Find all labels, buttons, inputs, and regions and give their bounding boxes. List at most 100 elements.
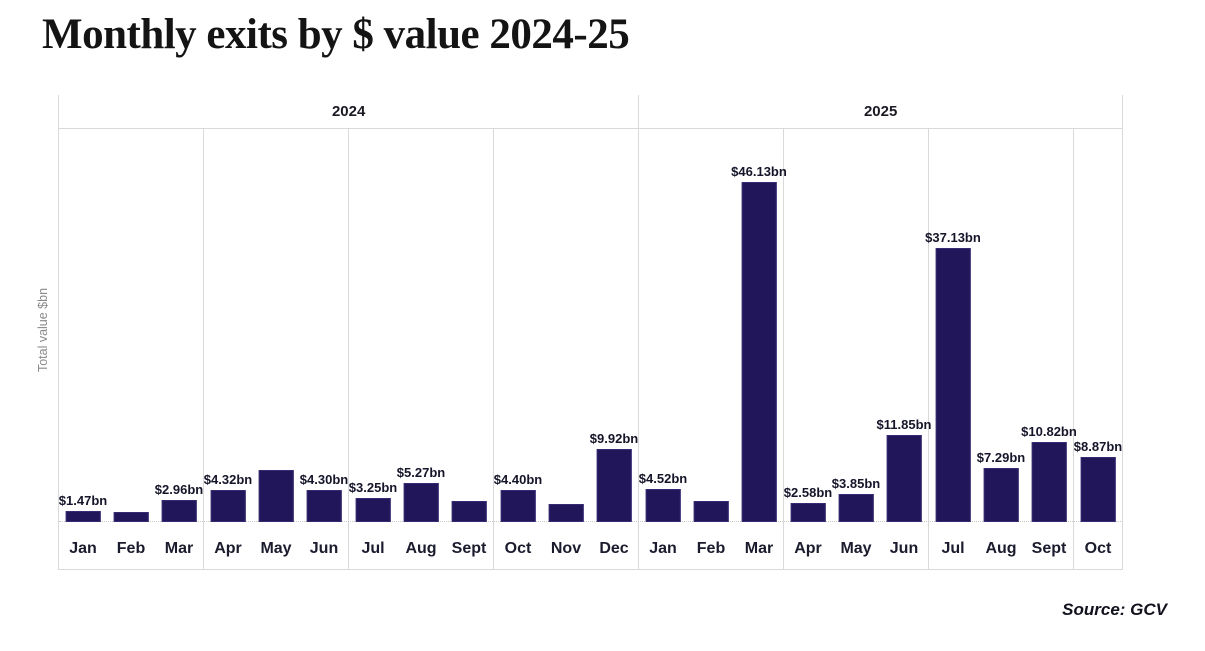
month-label-Feb-2025: Feb [696,539,726,557]
bar-slot-Sept-2024 [445,129,493,528]
month-label-May-2024: May [260,539,292,557]
bar-slot-Jun-2024: $4.30bn [300,129,348,528]
quarter-month-group: Jan Feb Mar [639,528,784,569]
month-label-Mar-2025: Mar [744,539,774,557]
bar-Feb-2024 [113,512,149,522]
quarter-group: $3.25bn $5.27bn [349,129,494,528]
bar-slot-Mar-2024: $2.96bn [155,129,203,528]
bar-May-2024 [258,470,294,522]
quarter-group: $4.32bn $4.30bn [204,129,349,528]
month-label-Jun-2024: Jun [309,539,339,557]
bar-value-label: $9.92bn [589,430,639,446]
bar-slot-Nov-2024 [542,129,590,528]
month-label-Nov-2024: Nov [550,539,582,557]
bar-Jul-2025 [935,248,971,522]
bar-slot-Oct-2024: $4.40bn [494,129,542,528]
bar-slot-Jul-2025: $37.13bn [925,129,981,528]
bar-Jul-2024 [355,498,391,522]
bar-value-label: $37.13bn [925,230,981,246]
bar-Sept-2025 [1031,442,1067,522]
year-label-2024: 2024 [331,103,366,120]
bar-chart: 2024 2025 $1.47bn $2.96bn $4.32bn $4.30bn $3.… [58,95,1123,570]
bar-Jun-2024 [306,490,342,522]
bar-slot-Jun-2025: $11.85bn [877,129,931,528]
bar-Oct-2024 [500,489,536,522]
month-label-Oct-2025: Oct [1084,539,1112,557]
bar-value-label: $7.29bn [976,450,1026,466]
month-label-Feb-2024: Feb [116,539,146,557]
zero-baseline [59,521,1123,522]
month-label-May-2025: May [840,539,872,557]
quarter-month-group: Apr May Jun [784,528,929,569]
bar-value-label: $10.82bn [1021,424,1077,440]
bar-slot-Feb-2025 [687,129,735,528]
bar-value-label: $4.52bn [638,470,688,486]
bar-May-2025 [838,493,874,522]
plot-area: $1.47bn $2.96bn $4.32bn $4.30bn $3.25bn $5.27… [58,129,1123,528]
bar-value-label: $4.32bn [203,472,253,488]
month-label-Jan-2025: Jan [649,539,677,557]
quarter-month-group: Jan Feb Mar [59,528,204,569]
bar-slot-Mar-2025: $46.13bn [731,129,787,528]
year-header-row: 2024 2025 [58,95,1123,129]
bar-slot-May-2025: $3.85bn [832,129,880,528]
bar-slot-Sept-2025: $10.82bn [1021,129,1077,528]
bar-value-label: $2.58bn [783,485,833,500]
bar-value-label: $46.13bn [731,163,787,179]
month-label-Sept-2025: Sept [1031,539,1067,557]
month-label-Mar-2024: Mar [164,539,194,557]
quarter-month-group: Jul Aug Sept [349,528,494,569]
bar-value-label: $2.96bn [154,482,204,498]
bar-Jan-2025 [645,488,681,522]
quarter-group: $2.58bn $3.85bn $11.85bn [784,129,931,528]
bar-Aug-2024 [403,483,439,522]
month-label-Apr-2024: Apr [214,539,242,557]
bar-slot-Aug-2025: $7.29bn [977,129,1025,528]
month-label-Dec-2024: Dec [599,539,629,557]
bar-value-label: $1.47bn [58,493,108,509]
month-label-Jun-2025: Jun [889,539,919,557]
month-label-Sept-2024: Sept [451,539,487,557]
month-label-Jan-2024: Jan [69,539,97,557]
month-label-Oct-2024: Oct [504,539,532,557]
bar-Jun-2025 [886,434,922,522]
bar-slot-Jan-2025: $4.52bn [639,129,687,528]
bar-value-label: $5.27bn [396,465,446,481]
bar-Sept-2024 [451,501,487,522]
quarter-group: $4.40bn $9.92bn [494,129,639,528]
bar-slot-Oct-2025: $8.87bn [1074,129,1122,528]
bar-value-label: $3.85bn [831,475,881,491]
quarter-group: $1.47bn $2.96bn [59,129,204,528]
bar-Nov-2024 [548,503,584,522]
bar-slot-Aug-2024: $5.27bn [397,129,445,528]
bar-Apr-2024 [210,490,246,522]
month-label-Jul-2024: Jul [361,539,385,557]
bar-Apr-2025 [790,503,826,522]
month-label-Jul-2025: Jul [941,539,965,557]
quarter-month-group: Oct Nov Dec [494,528,639,569]
bar-slot-Jan-2024: $1.47bn [59,129,107,528]
chart-title: Monthly exits by $ value 2024-25 [42,11,630,58]
quarter-month-group: Oct [1074,528,1123,569]
month-axis-row: Jan Feb Mar Apr May Jun Jul Aug Sept Oct Nov Dec Jan… [58,528,1123,570]
bar-Mar-2024 [161,500,197,522]
bar-slot-Apr-2025: $2.58bn [784,129,832,528]
quarter-month-group: Jul Aug Sept [929,528,1074,569]
quarter-group: $4.52bn $46.13bn [639,129,787,528]
bar-value-label: $11.85bn [876,416,932,432]
month-label-Apr-2025: Apr [794,539,822,557]
bar-slot-Apr-2024: $4.32bn [204,129,252,528]
bar-Dec-2024 [596,448,632,522]
quarter-group: $8.87bn [1074,129,1123,528]
bar-slot-Jul-2024: $3.25bn [349,129,397,528]
bar-slot-May-2024 [252,129,300,528]
bar-slot-Dec-2024: $9.92bn [590,129,638,528]
bar-Feb-2025 [693,500,729,522]
y-axis-label: Total value $bn [36,287,50,373]
quarter-month-group: Apr May Jun [204,528,349,569]
bar-slot-Feb-2024 [107,129,155,528]
bar-value-label: $3.25bn [348,480,398,495]
bar-Mar-2025 [741,181,777,522]
bar-value-label: $4.30bn [299,472,349,488]
month-label-Aug-2025: Aug [985,539,1017,557]
